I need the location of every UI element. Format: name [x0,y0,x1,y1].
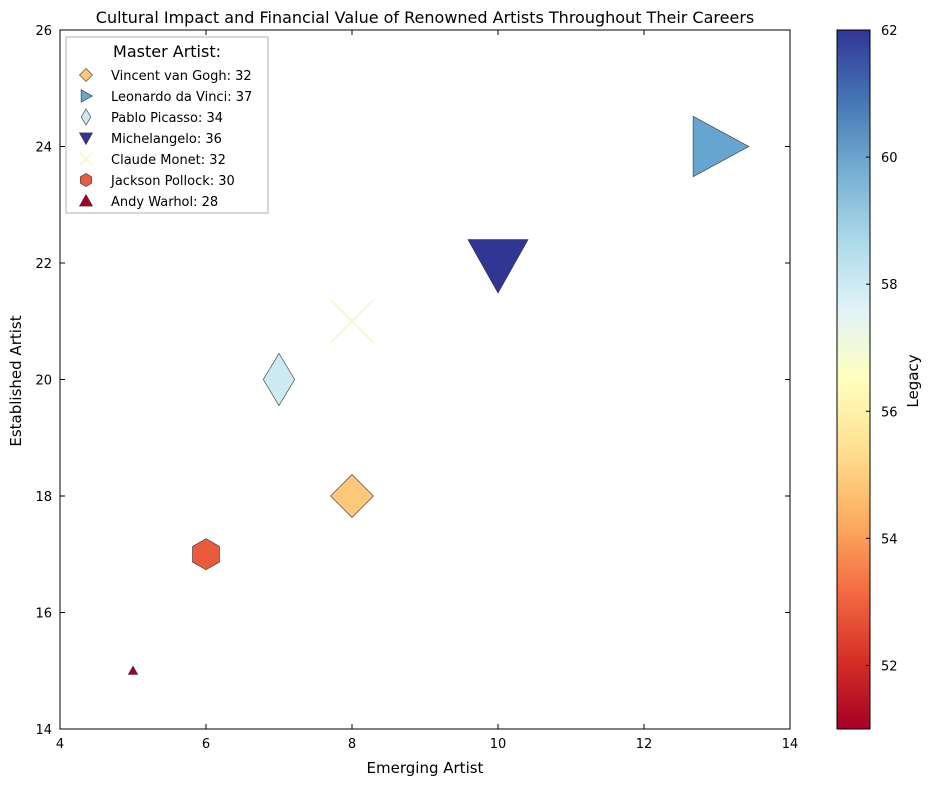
y-tick-label: 16 [35,607,52,622]
colorbar-tick-label: 58 [881,278,898,293]
legend-frame [65,36,269,214]
legend: Master Artist: Vincent van Gogh: 32 Leona… [65,36,269,214]
legend-entry-label: Claude Monet: 32 [111,153,226,168]
legend-entry-label: Pablo Picasso: 34 [111,111,223,126]
y-tick-label: 22 [35,257,52,272]
legend-marker [78,151,94,167]
data-point [330,474,374,518]
legend-marker [80,108,92,126]
colorbar-tick-label: 54 [881,532,898,547]
legend-entry-label: Vincent van Gogh: 32 [111,69,252,84]
x-tick-label: 8 [348,737,356,752]
data-point [329,299,375,344]
colorbar: Legacy 52 54 56 58 60 62 [836,24,922,730]
legend-entry-label: Michelangelo: 36 [111,132,222,147]
x-axis-label: Emerging Artist [367,759,484,777]
y-axis-label: Established Artist [7,315,25,446]
data-point [127,665,139,675]
colorbar-tick-label: 52 [881,659,898,674]
colorbar-label: Legacy [904,354,922,407]
colorbar-gradient [836,29,871,730]
data-point [692,115,750,178]
plot-area: 4 6 8 10 12 14 14 16 18 20 22 24 26 [35,24,798,752]
chart-title: Cultural Impact and Financial Value of R… [96,8,754,27]
legend-title: Master Artist: [113,42,221,61]
legend-marker [78,132,94,146]
x-tick-label: 14 [782,737,799,752]
legend-entry-label: Andy Warhol: 28 [111,195,218,210]
x-tick-label: 4 [56,737,64,752]
data-point [192,538,220,571]
x-tick-label: 10 [490,737,507,752]
legend-marker [80,89,94,103]
data-point [262,352,296,407]
colorbar-tick-label: 60 [881,151,898,166]
x-tick-label: 6 [202,737,210,752]
y-tick-label: 26 [35,24,52,39]
colorbar-tick-label: 62 [881,24,898,39]
legend-marker [79,68,93,82]
y-tick-label: 18 [35,490,52,505]
x-tick-label: 12 [636,737,653,752]
legend-marker [80,173,92,187]
y-tick-label: 14 [35,723,52,738]
legend-entry-label: Leonardo da Vinci: 37 [111,90,252,105]
colorbar-tick-label: 56 [881,405,898,420]
legend-entry-label: Jackson Pollock: 30 [110,174,235,189]
data-point [467,239,529,294]
legend-marker [78,193,94,207]
y-tick-label: 20 [35,374,52,389]
y-tick-label: 24 [35,141,52,156]
